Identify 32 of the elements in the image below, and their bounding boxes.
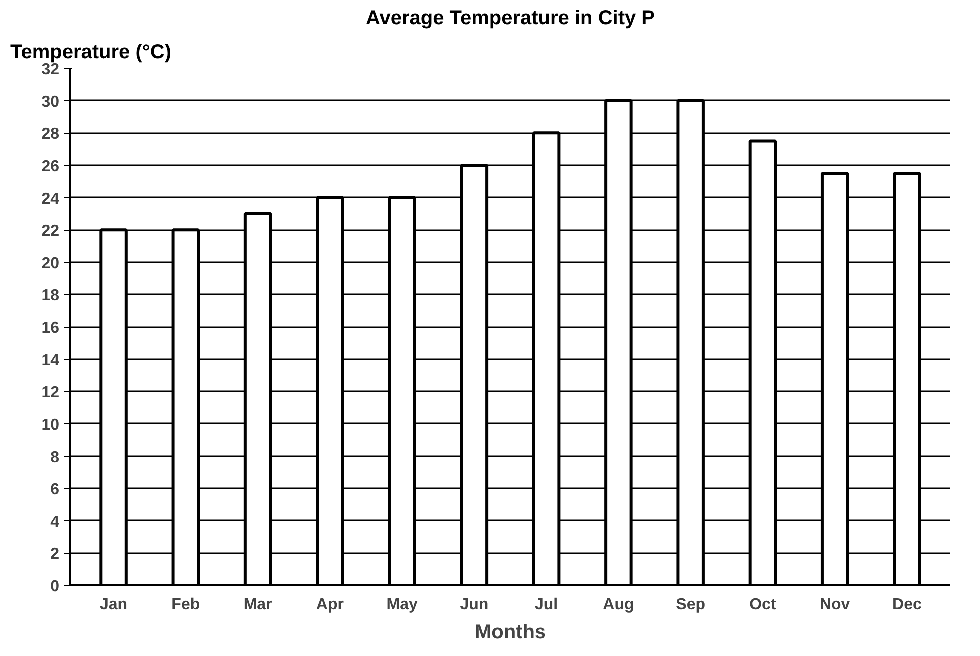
y-tick-label: 14: [42, 352, 60, 370]
y-tick-label: 0: [50, 578, 60, 596]
x-tick-label: Oct: [750, 596, 777, 614]
y-tick-label: 30: [42, 94, 60, 111]
x-tick-label: Apr: [316, 596, 344, 614]
x-tick-label: Aug: [603, 596, 634, 614]
y-tick-label: 6: [50, 482, 60, 499]
x-tick-label: Nov: [820, 596, 850, 614]
x-tick-label: Mar: [244, 596, 272, 614]
x-tick-label: Feb: [172, 596, 200, 614]
x-tick-label: Jun: [460, 596, 489, 614]
y-tick-label: 20: [42, 255, 60, 272]
y-tick-label: 22: [42, 223, 60, 240]
y-tick-label: 28: [42, 126, 60, 144]
y-tick-label: 8: [50, 449, 60, 466]
x-tick-label: Sep: [676, 596, 706, 614]
y-tick-label: 12: [42, 384, 60, 402]
x-axis-title: Months: [474, 622, 546, 644]
y-tick-label: 26: [42, 158, 60, 176]
y-tick-label: 24: [42, 190, 60, 208]
y-tick-label: 16: [42, 320, 60, 337]
chart-title: Average Temperature in City P: [366, 8, 655, 30]
y-tick-label: 4: [50, 514, 60, 531]
y-tick-label: 10: [42, 416, 60, 434]
y-tick-label: 2: [50, 546, 60, 564]
y-axis-title: Temperature (°C): [10, 42, 172, 64]
x-tick-label: Jul: [535, 596, 558, 614]
x-tick-label: Dec: [892, 596, 922, 614]
x-tick-label: Jan: [100, 596, 128, 614]
y-tick-label: 32: [42, 62, 60, 78]
y-tick-label: 18: [42, 288, 60, 305]
x-tick-label: May: [386, 596, 418, 614]
